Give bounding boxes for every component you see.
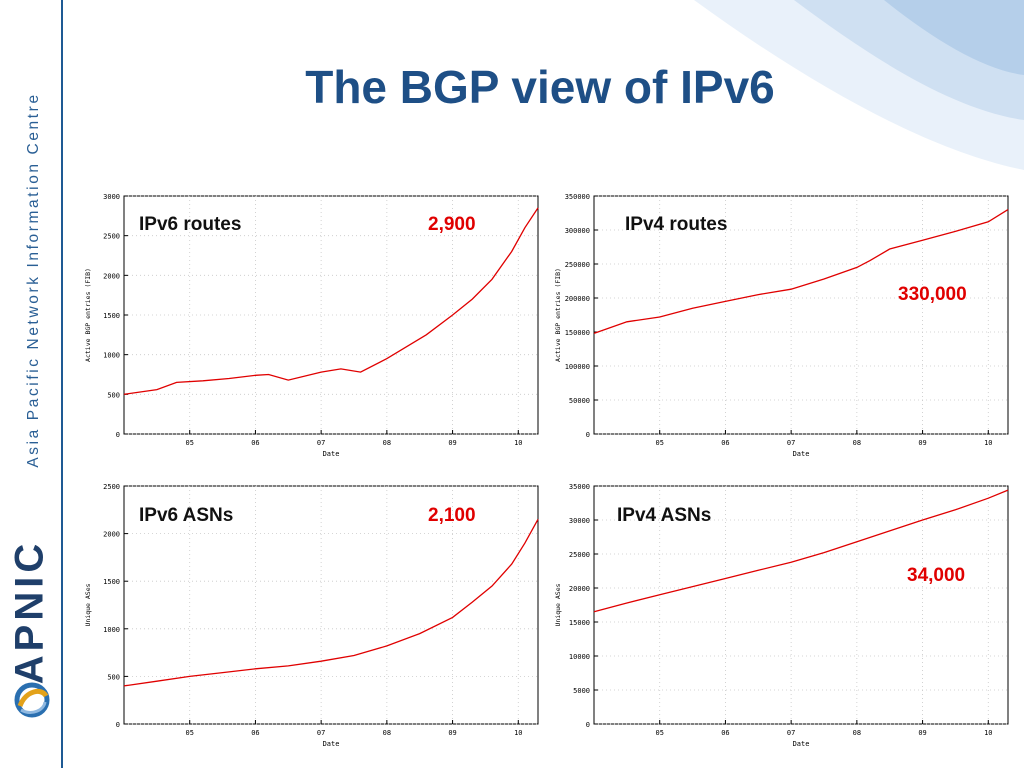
tick-label-y: 2500	[103, 233, 120, 241]
tick-label-x: 07	[317, 439, 325, 447]
tick-label-y: 1500	[103, 312, 120, 320]
tick-label-y: 2000	[103, 531, 120, 539]
tick-label-x: 05	[185, 729, 193, 737]
panel-value-ipv4-asns: 34,000	[907, 565, 966, 586]
plot-frame	[593, 485, 1009, 725]
series-line	[593, 489, 1009, 613]
tick-label-y: 0	[116, 721, 120, 729]
tick-label-y: 2500	[103, 483, 120, 491]
tick-label-y: 500	[107, 673, 120, 681]
panel-label-ipv6-routes: IPv6 routes	[139, 214, 242, 235]
sidebar-org-name: Asia Pacific Network Information Centre	[25, 92, 42, 468]
tick-label-x: 10	[984, 729, 992, 737]
panel-value-ipv4-routes: 330,000	[898, 284, 967, 305]
axis-label-y: Unique ASes	[554, 583, 562, 626]
tick-label-y: 100000	[565, 363, 590, 371]
chart-svg-ipv4-asns: 0 5000 10000 15000 20000 25000 30000 35000 05 06 0…	[554, 483, 1009, 748]
tick-label-y: 0	[586, 721, 590, 729]
tick-label-y: 35000	[569, 483, 590, 491]
panel-label-ipv4-asns: IPv4 ASNs	[617, 505, 712, 526]
tick-label-x: 05	[655, 439, 663, 447]
tick-label-y: 0	[116, 431, 120, 439]
sidebar-band	[0, 0, 62, 768]
tick-label-x: 06	[251, 729, 259, 737]
axis-label-x: Date	[793, 450, 810, 458]
tick-label-y: 25000	[569, 551, 590, 559]
tick-label-x: 08	[853, 439, 861, 447]
tick-label-x: 07	[317, 729, 325, 737]
tick-label-x: 08	[383, 439, 391, 447]
tick-label-x: 06	[721, 439, 729, 447]
tick-label-y: 50000	[569, 397, 590, 405]
tick-label-x: 09	[918, 439, 926, 447]
tick-label-y: 0	[586, 431, 590, 439]
axis-label-y: Unique ASes	[84, 583, 92, 626]
tick-label-y: 5000	[573, 687, 590, 695]
tick-label-y: 250000	[565, 261, 590, 269]
tick-label-y: 150000	[565, 329, 590, 337]
tick-label-y: 500	[107, 391, 120, 399]
brand-wordmark: APNIC	[7, 539, 52, 685]
tick-label-x: 08	[383, 729, 391, 737]
tick-label-y: 15000	[569, 619, 590, 627]
tick-label-y: 1000	[103, 626, 120, 634]
tick-label-y: 350000	[565, 193, 590, 201]
tick-label-y: 200000	[565, 295, 590, 303]
chart-ipv4-asns: 0 5000 10000 15000 20000 25000 30000 35000 05 06 0…	[550, 480, 1020, 750]
axis-label-x: Date	[793, 740, 810, 748]
chart-ipv4-routes: 0 50000 100000 150000 200000 250000 300000 3500…	[550, 190, 1020, 460]
sidebar-divider	[61, 0, 63, 768]
tick-label-x: 06	[721, 729, 729, 737]
tick-label-x: 10	[984, 439, 992, 447]
series-line	[123, 207, 539, 395]
tick-label-y: 1000	[103, 352, 120, 360]
tick-label-y: 3000	[103, 193, 120, 201]
chart-ipv6-routes: 0 500 1000 1500 2000 2500 3000 05 06 07 08 09 10 Date…	[80, 190, 550, 460]
tick-label-x: 05	[185, 439, 193, 447]
tick-label-y: 1500	[103, 578, 120, 586]
panel-value-ipv6-routes: 2,900	[428, 214, 476, 235]
tick-label-x: 06	[251, 439, 259, 447]
axis-label-y: Active BGP entries (FIB)	[84, 268, 92, 362]
background-swoosh	[694, 0, 1024, 170]
axis-label-x: Date	[323, 450, 340, 458]
tick-label-x: 09	[448, 729, 456, 737]
series-line	[123, 518, 539, 687]
chart-svg-ipv4-routes: 0 50000 100000 150000 200000 250000 300000 3500…	[554, 193, 1009, 458]
chart-svg-ipv6-routes: 0 500 1000 1500 2000 2500 3000 05 06 07 08 09 10 Date…	[84, 193, 539, 458]
tick-label-y: 30000	[569, 517, 590, 525]
tick-label-x: 09	[918, 729, 926, 737]
tick-label-y: 300000	[565, 227, 590, 235]
page-title: The BGP view of IPv6	[305, 61, 775, 113]
apnic-logo-icon	[14, 682, 50, 718]
tick-label-y: 2000	[103, 272, 120, 280]
chart-ipv6-asns: 0 500 1000 1500 2000 2500 05 06 07 08 09 10 Date Uniq…	[80, 480, 550, 750]
tick-label-x: 07	[787, 729, 795, 737]
panel-label-ipv6-asns: IPv6 ASNs	[139, 505, 234, 526]
chart-svg-ipv6-asns: 0 500 1000 1500 2000 2500 05 06 07 08 09 10 Date Uniq…	[84, 483, 539, 748]
tick-label-x: 07	[787, 439, 795, 447]
series-line	[593, 209, 1009, 335]
tick-label-y: 10000	[569, 653, 590, 661]
tick-label-x: 09	[448, 439, 456, 447]
tick-label-x: 10	[514, 729, 522, 737]
panel-label-ipv4-routes: IPv4 routes	[625, 214, 728, 235]
axis-label-x: Date	[323, 740, 340, 748]
tick-label-x: 08	[853, 729, 861, 737]
tick-label-x: 10	[514, 439, 522, 447]
panel-value-ipv6-asns: 2,100	[428, 505, 476, 526]
axis-label-y: Active BGP entries (FIB)	[554, 268, 562, 362]
tick-label-y: 20000	[569, 585, 590, 593]
tick-label-x: 05	[655, 729, 663, 737]
